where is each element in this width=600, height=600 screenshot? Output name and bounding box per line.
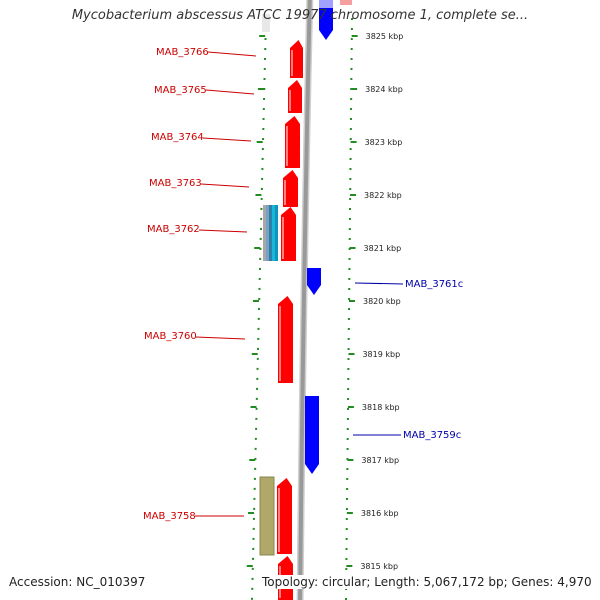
feature-stack-band	[269, 205, 272, 261]
partial-reverse-gene-top	[319, 0, 333, 40]
leader-line-mab-3763	[200, 183, 250, 188]
inner-tick-ruler	[251, 17, 267, 600]
gene-mab-3765	[288, 80, 302, 113]
accession-text: Accession: NC_010397	[9, 575, 146, 589]
scale-tick-label: 3821 kbp	[364, 244, 402, 253]
gene-mab-3760	[278, 296, 293, 383]
gene-mab-3766	[290, 40, 303, 78]
leader-line-mab-3762	[198, 229, 248, 233]
topology-summary: Topology: circular; Length: 5,067,172 bp…	[262, 575, 592, 589]
scale-tick-label: 3822 kbp	[364, 191, 402, 200]
scale-tick-label: 3818 kbp	[362, 403, 400, 412]
scale-tick-label: 3823 kbp	[365, 138, 403, 147]
gene-mab-3762	[281, 207, 296, 261]
partial-reverse-gene-top-highlight	[319, 0, 333, 8]
gene-label-mab-3761c: MAB_3761c	[405, 279, 463, 290]
feature-stack-band	[263, 205, 266, 261]
scale-tick-label: 3824 kbp	[365, 85, 403, 94]
gene-label-mab-3762: MAB_3762	[147, 224, 200, 235]
gene-mab-3764	[285, 116, 300, 168]
gene-mab-3758	[277, 478, 292, 554]
leader-line-mab-3761c	[354, 282, 404, 285]
backbone	[298, 0, 312, 600]
gene-label-mab-3764: MAB_3764	[151, 132, 204, 143]
partial-gene-top	[340, 0, 352, 5]
gene-label-mab-3758: MAB_3758	[143, 511, 196, 522]
gene-mab-3761c	[307, 268, 321, 295]
gene-mab-3759c	[305, 396, 319, 474]
gene-label-mab-3759c: MAB_3759c	[403, 430, 461, 441]
scale-tick-label: 3819 kbp	[362, 350, 400, 359]
gene-label-mab-3765: MAB_3765	[154, 85, 207, 96]
feature-stack-band	[266, 205, 269, 261]
olive-feature	[259, 476, 275, 556]
scale-tick-label: 3817 kbp	[361, 456, 399, 465]
scale-tick-label: 3825 kbp	[366, 32, 404, 41]
map-title: Mycobacterium abscessus ATCC 19977 chrom…	[71, 8, 529, 23]
outer-tick-ruler	[345, 17, 353, 600]
leader-line-mab-3766	[207, 51, 257, 57]
gene-label-mab-3763: MAB_3763	[149, 178, 202, 189]
leader-line-mab-3765	[205, 89, 255, 95]
gene-label-mab-3766: MAB_3766	[156, 47, 209, 58]
scale-tick-label: 3815 kbp	[360, 562, 398, 571]
scale-tick-label: 3820 kbp	[363, 297, 401, 306]
leader-line-mab-3760	[195, 336, 246, 340]
leader-line-mab-3764	[202, 137, 252, 142]
feature-stack-band	[272, 205, 275, 261]
gene-label-mab-3760: MAB_3760	[144, 331, 197, 342]
gene-mab-3763	[283, 170, 298, 207]
scale-tick-label: 3816 kbp	[361, 509, 399, 518]
partial-feature-top	[262, 14, 270, 32]
feature-stack-band	[275, 205, 278, 261]
